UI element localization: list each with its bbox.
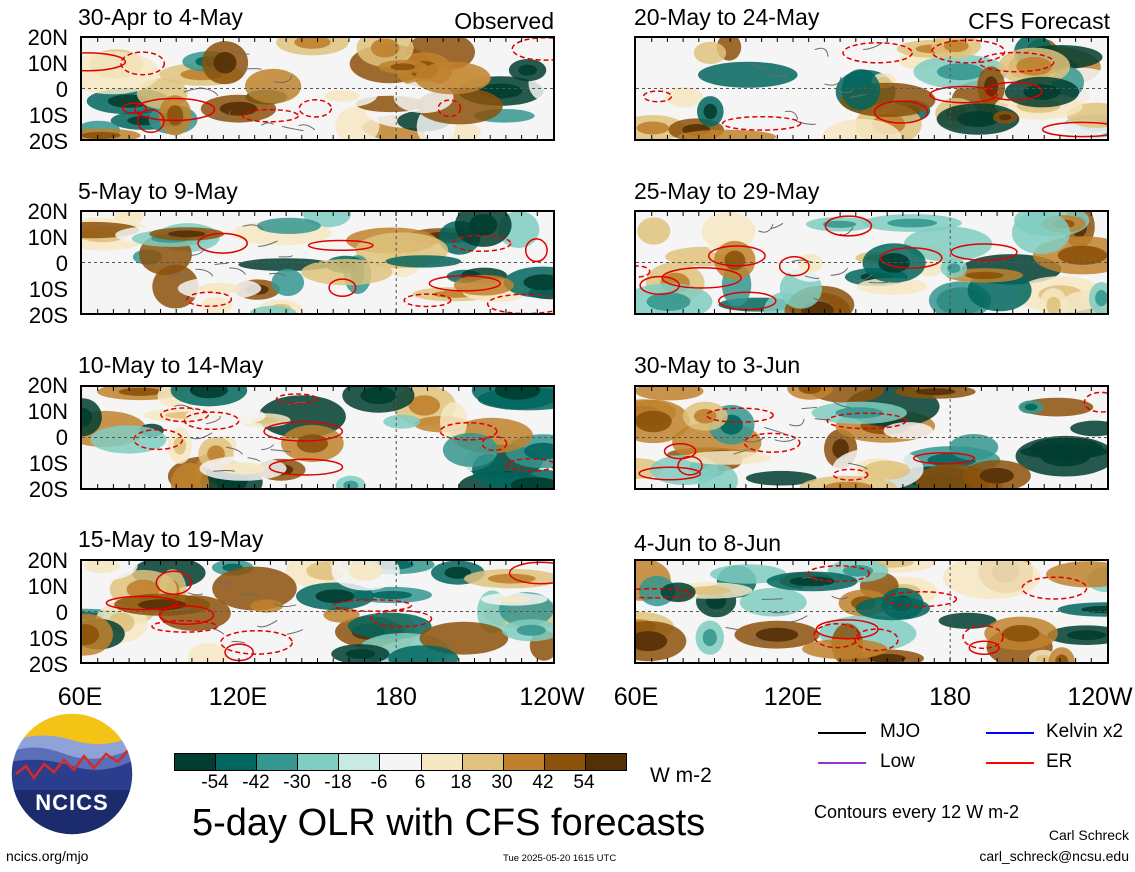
olr-map (634, 210, 1109, 315)
legend-label: ER (1046, 751, 1073, 772)
lat-label: 10N (27, 225, 68, 250)
olr-map (80, 210, 555, 315)
lat-label: 0 (55, 251, 68, 276)
lat-label: 0 (55, 425, 68, 450)
lat-label: 20N (27, 25, 68, 50)
legend-label: MJO (880, 721, 921, 742)
footer-timestamp: Tue 2025-05-20 1615 UTC (503, 853, 617, 864)
panel-date: 15-May to 19-May (78, 526, 264, 552)
colorbar-tick: -18 (324, 772, 352, 793)
footer-author: Carl Schreck (1048, 827, 1129, 843)
legend-line-low (818, 762, 866, 764)
colorbar-cell (297, 753, 340, 771)
olr-map (634, 385, 1109, 490)
legend-line-kelvin (986, 732, 1034, 734)
colorbar-cell (502, 753, 545, 771)
colorbar-tick: -42 (242, 772, 270, 793)
lon-label: 120E (208, 683, 268, 711)
olr-map (80, 559, 555, 664)
colorbar-tick: 6 (414, 772, 426, 793)
colorbar-cell (461, 753, 504, 771)
panel-source-label: Observed (454, 8, 554, 34)
colorbar-cell (338, 753, 381, 771)
contour-note: Contours every 12 W m-2 (814, 802, 1020, 822)
footer-email[interactable]: carl_schreck@ncsu.edu (979, 848, 1129, 864)
lat-label: 20N (27, 199, 68, 224)
colorbar-tick: 54 (573, 772, 595, 793)
main-title: 5-day OLR with CFS forecasts (192, 802, 706, 844)
ncics-logo: NCICS (10, 712, 134, 836)
colorbar-cell (420, 753, 463, 771)
panel-date: 30-May to 3-Jun (634, 352, 801, 378)
colorbar-cell (543, 753, 586, 771)
lat-label: 20S (28, 477, 68, 502)
colorbar-tick: 18 (450, 772, 472, 793)
lat-label: 10N (27, 574, 68, 599)
colorbar-cell (584, 753, 627, 771)
lat-label: 20N (27, 548, 68, 573)
colorbar-tick: -30 (283, 772, 311, 793)
lon-label: 180 (929, 683, 971, 711)
lat-label: 0 (55, 600, 68, 625)
olr-map (80, 385, 555, 490)
colorbar-units: W m-2 (650, 764, 712, 787)
panel-date: 5-May to 9-May (78, 178, 238, 204)
legend-line-er (986, 762, 1034, 764)
panel-date: 20-May to 24-May (634, 4, 820, 30)
colorbar-tick: -54 (201, 772, 229, 793)
lat-label: 0 (55, 77, 68, 102)
colorbar: -54 -42 -30 -18 -6 6 18 30 42 54 (174, 753, 627, 795)
panel-date: 30-Apr to 4-May (78, 4, 243, 30)
lon-label: 60E (613, 683, 659, 711)
colorbar-tick: -6 (370, 772, 388, 793)
olr-map (634, 559, 1109, 664)
lon-label: 120E (763, 683, 823, 711)
olr-map (80, 36, 555, 141)
colorbar-cell (256, 753, 299, 771)
legend-label: Low (880, 751, 915, 772)
lon-label: 120W (519, 683, 585, 711)
lon-label: 120W (1067, 683, 1133, 711)
lat-label: 10N (27, 51, 68, 76)
lat-label: 20N (27, 373, 68, 398)
logo-text: NCICS (35, 790, 109, 815)
lat-label: 10S (28, 103, 68, 128)
footer-url[interactable]: ncics.org/mjo (6, 848, 89, 864)
colorbar-ticks: -54 -42 -30 -18 -6 6 18 30 42 54 (174, 773, 626, 795)
panel-date: 25-May to 29-May (634, 178, 820, 204)
colorbar-cell (215, 753, 258, 771)
lat-label: 20S (28, 652, 68, 677)
lat-label: 10S (28, 277, 68, 302)
legend-label: Kelvin x2 (1046, 721, 1124, 742)
lon-label: 60E (57, 683, 103, 711)
lat-label: 20S (28, 303, 68, 328)
lon-label: 180 (375, 683, 417, 711)
lat-label: 10S (28, 451, 68, 476)
colorbar-tick: 30 (491, 772, 513, 793)
colorbar-cells (174, 753, 627, 771)
panel-source-label: CFS Forecast (968, 8, 1110, 34)
colorbar-cell (379, 753, 422, 771)
lat-label: 10N (27, 399, 68, 424)
lat-label: 20S (28, 129, 68, 154)
panel-date: 10-May to 14-May (78, 352, 264, 378)
legend-line-mjo (818, 732, 866, 734)
panel-date: 4-Jun to 8-Jun (634, 530, 782, 556)
colorbar-cell (174, 753, 217, 771)
olr-map (634, 36, 1109, 141)
lat-label: 10S (28, 626, 68, 651)
colorbar-tick: 42 (532, 772, 554, 793)
